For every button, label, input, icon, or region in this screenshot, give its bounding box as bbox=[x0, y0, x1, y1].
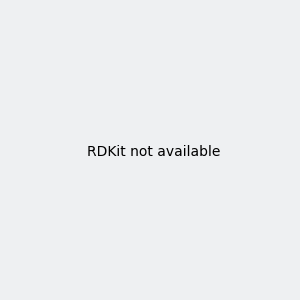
Text: RDKit not available: RDKit not available bbox=[87, 145, 220, 158]
